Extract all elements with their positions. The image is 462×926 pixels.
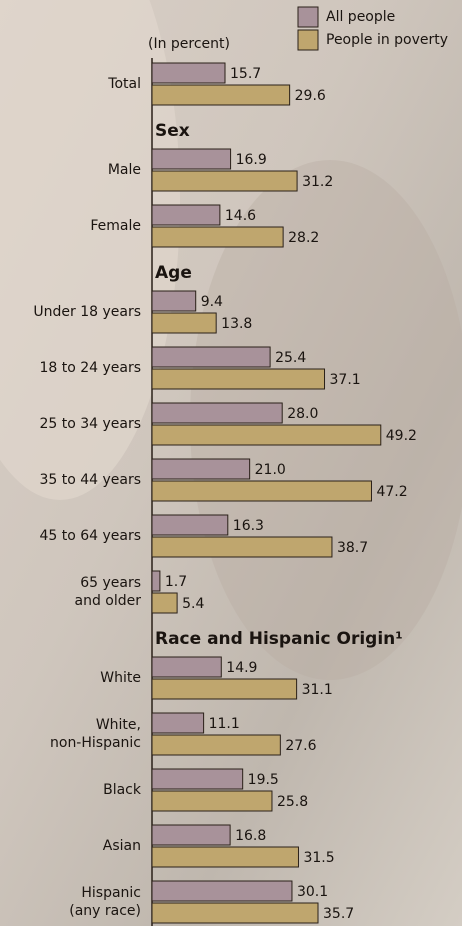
value-label: 35.7 xyxy=(323,906,354,922)
value-label: 47.2 xyxy=(376,484,407,500)
value-label: 5.4 xyxy=(182,596,204,612)
value-label: 49.2 xyxy=(386,428,417,444)
value-label: 25.8 xyxy=(277,794,308,810)
category-label: 35 to 44 years xyxy=(39,472,141,488)
bar xyxy=(152,593,177,613)
category-label: Under 18 years xyxy=(33,304,141,320)
bar xyxy=(152,825,230,845)
bar xyxy=(152,769,243,789)
bar xyxy=(152,63,225,83)
category-label: Total xyxy=(107,76,141,92)
category-label: 25 to 34 years xyxy=(39,416,141,432)
section-heading: Sex xyxy=(155,121,190,141)
bar xyxy=(152,149,231,169)
category-label: White xyxy=(100,670,141,686)
bar xyxy=(152,515,228,535)
category-label: Male xyxy=(108,162,141,178)
bar xyxy=(152,227,283,247)
value-label: 19.5 xyxy=(248,772,279,788)
bar xyxy=(152,369,325,389)
category-label: Asian xyxy=(103,838,141,854)
value-label: 16.9 xyxy=(236,152,267,168)
value-label: 1.7 xyxy=(165,574,187,590)
value-label: 14.6 xyxy=(225,208,256,224)
value-label: 21.0 xyxy=(255,462,286,478)
bar xyxy=(152,85,290,105)
category-label: Female xyxy=(90,218,141,234)
legend-swatch xyxy=(298,30,318,50)
value-label: 37.1 xyxy=(330,372,361,388)
bar xyxy=(152,791,272,811)
bar xyxy=(152,347,270,367)
value-label: 31.5 xyxy=(303,850,334,866)
value-label: 14.9 xyxy=(226,660,257,676)
value-label: 16.8 xyxy=(235,828,266,844)
bar xyxy=(152,571,160,591)
category-label: 45 to 64 years xyxy=(39,528,141,544)
value-label: 38.7 xyxy=(337,540,368,556)
bar xyxy=(152,903,318,923)
value-label: 30.1 xyxy=(297,884,328,900)
category-label: Black xyxy=(103,782,142,798)
category-label: 18 to 24 years xyxy=(39,360,141,376)
bar xyxy=(152,881,292,901)
bar xyxy=(152,313,216,333)
value-label: 16.3 xyxy=(233,518,264,534)
bar xyxy=(152,679,297,699)
subtitle: (In percent) xyxy=(148,36,230,52)
value-label: 31.2 xyxy=(302,174,333,190)
value-label: 29.6 xyxy=(295,88,326,104)
bar xyxy=(152,481,371,501)
bar xyxy=(152,403,282,423)
value-label: 11.1 xyxy=(209,716,240,732)
chart: (In percent) All people People in poverty… xyxy=(0,0,462,926)
value-label: 31.1 xyxy=(302,682,333,698)
value-label: 28.0 xyxy=(287,406,318,422)
bar xyxy=(152,205,220,225)
bar xyxy=(152,171,297,191)
bar xyxy=(152,847,298,867)
bar xyxy=(152,735,280,755)
legend-label: People in poverty xyxy=(326,32,448,48)
value-label: 13.8 xyxy=(221,316,252,332)
legend-swatch xyxy=(298,7,318,27)
bar xyxy=(152,459,250,479)
section-heading: Race and Hispanic Origin¹ xyxy=(155,629,403,649)
bar xyxy=(152,713,204,733)
value-label: 27.6 xyxy=(285,738,316,754)
bar xyxy=(152,537,332,557)
legend-label: All people xyxy=(326,9,395,25)
section-heading: Age xyxy=(155,263,192,283)
value-label: 28.2 xyxy=(288,230,319,246)
bar xyxy=(152,657,221,677)
bar xyxy=(152,291,196,311)
value-label: 15.7 xyxy=(230,66,261,82)
value-label: 9.4 xyxy=(201,294,223,310)
bar xyxy=(152,425,381,445)
value-label: 25.4 xyxy=(275,350,306,366)
